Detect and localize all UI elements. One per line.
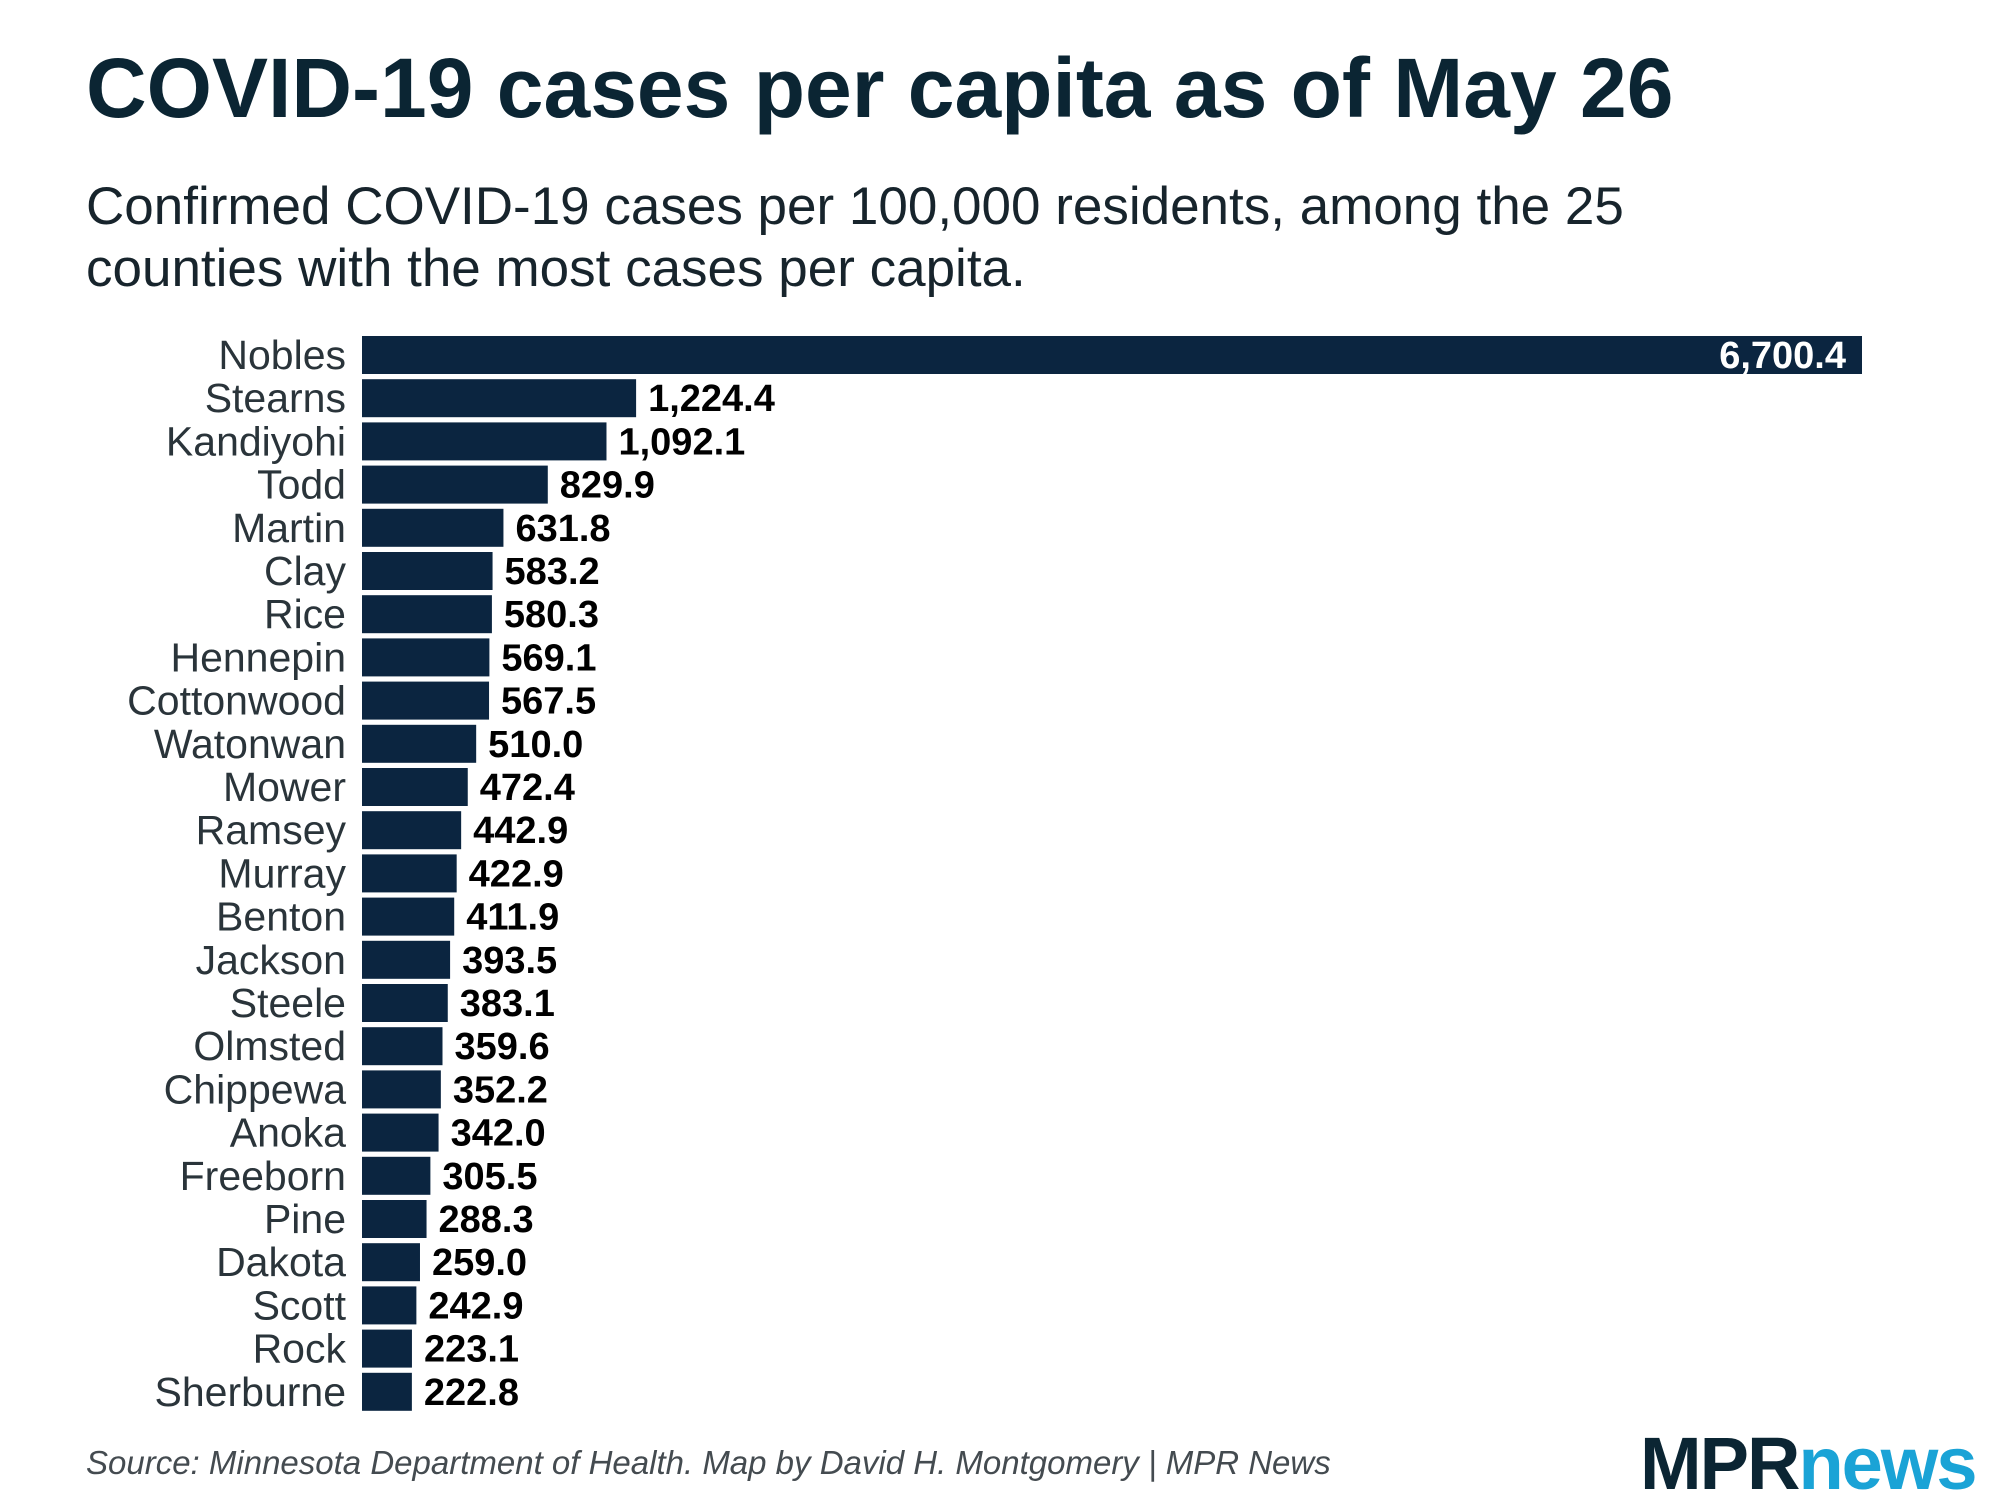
value-label: 242.9 bbox=[428, 1285, 523, 1327]
category-label: Kandiyohi bbox=[166, 418, 346, 464]
bar bbox=[362, 638, 490, 677]
bar bbox=[362, 1243, 420, 1282]
bar bbox=[362, 465, 548, 504]
category-label: Nobles bbox=[218, 332, 346, 378]
value-label: 393.5 bbox=[462, 940, 557, 982]
value-label: 1,224.4 bbox=[648, 378, 775, 420]
category-label: Rice bbox=[264, 591, 346, 637]
category-label: Mower bbox=[223, 764, 346, 810]
category-label: Murray bbox=[218, 850, 346, 896]
logo-mpr-text: MPR bbox=[1640, 1422, 1800, 1505]
value-label: 6,700.4 bbox=[1719, 335, 1846, 377]
bar bbox=[362, 1372, 412, 1411]
value-label: 472.4 bbox=[480, 767, 575, 809]
bar bbox=[362, 768, 468, 806]
category-label: Sherburne bbox=[155, 1369, 346, 1415]
value-label: 442.9 bbox=[473, 810, 568, 852]
bar bbox=[362, 724, 477, 763]
value-label: 259.0 bbox=[432, 1242, 527, 1284]
value-label: 222.8 bbox=[424, 1372, 519, 1414]
bar bbox=[362, 595, 492, 634]
bar bbox=[362, 552, 493, 590]
bar bbox=[362, 379, 637, 418]
bar bbox=[362, 1329, 412, 1368]
bar bbox=[362, 508, 504, 547]
value-label: 288.3 bbox=[439, 1199, 534, 1241]
value-label: 510.0 bbox=[488, 724, 583, 766]
bar bbox=[362, 1286, 417, 1325]
bar bbox=[362, 1156, 431, 1195]
value-label: 359.6 bbox=[455, 1026, 550, 1068]
bar bbox=[362, 422, 607, 461]
category-label: Scott bbox=[253, 1282, 347, 1328]
bar bbox=[362, 897, 455, 936]
chart-subtitle: Confirmed COVID-19 cases per 100,000 res… bbox=[86, 177, 1624, 298]
bar bbox=[362, 1070, 441, 1109]
bar bbox=[362, 1200, 427, 1238]
category-label: Martin bbox=[232, 505, 346, 551]
mpr-news-logo: MPRnews bbox=[1640, 1422, 1978, 1505]
value-label: 422.9 bbox=[469, 853, 564, 895]
category-label: Dakota bbox=[216, 1239, 346, 1285]
logo-news-text: news bbox=[1798, 1422, 1977, 1505]
bar bbox=[362, 940, 451, 979]
category-label: Benton bbox=[216, 894, 346, 940]
source-note: Source: Minnesota Department of Health. … bbox=[86, 1444, 1331, 1481]
value-label: 631.8 bbox=[515, 508, 610, 550]
category-label: Jackson bbox=[196, 937, 346, 983]
bar bbox=[362, 681, 490, 720]
bar bbox=[362, 1113, 439, 1152]
value-label: 567.5 bbox=[501, 681, 596, 723]
value-label: 223.1 bbox=[424, 1329, 519, 1371]
value-label: 569.1 bbox=[501, 637, 596, 679]
value-label: 383.1 bbox=[460, 983, 555, 1025]
value-label: 583.2 bbox=[505, 551, 600, 593]
category-label: Freeborn bbox=[180, 1153, 346, 1199]
chart-title: COVID-19 cases per capita as of May 26 bbox=[86, 41, 1674, 135]
value-label: 1,092.1 bbox=[618, 421, 745, 463]
value-label: 829.9 bbox=[560, 465, 655, 507]
category-label: Anoka bbox=[230, 1110, 346, 1156]
bar bbox=[362, 1027, 443, 1066]
category-label: Stearns bbox=[205, 375, 346, 421]
category-label: Clay bbox=[264, 548, 347, 594]
bar-chart: Nobles 6,700.4 Stearns 1,224.4 Kandiyohi 1,09… bbox=[127, 332, 1862, 1415]
value-label: 342.0 bbox=[451, 1113, 546, 1155]
category-label: Ramsey bbox=[196, 807, 347, 853]
category-label: Steele bbox=[230, 980, 346, 1026]
value-label: 580.3 bbox=[504, 594, 599, 636]
bar bbox=[362, 811, 462, 850]
category-label: Pine bbox=[264, 1196, 346, 1242]
category-label: Cottonwood bbox=[127, 678, 346, 724]
bar bbox=[362, 854, 457, 893]
category-label: Olmsted bbox=[193, 1023, 346, 1069]
category-label: Todd bbox=[257, 462, 346, 508]
category-label: Rock bbox=[253, 1326, 347, 1372]
category-label: Chippewa bbox=[164, 1066, 347, 1112]
value-label: 411.9 bbox=[466, 897, 559, 939]
bar bbox=[362, 984, 448, 1022]
bar bbox=[362, 336, 1862, 374]
category-label: Hennepin bbox=[170, 634, 346, 680]
category-label: Watonwan bbox=[154, 721, 346, 767]
value-label: 352.2 bbox=[453, 1069, 548, 1111]
value-label: 305.5 bbox=[442, 1156, 537, 1198]
